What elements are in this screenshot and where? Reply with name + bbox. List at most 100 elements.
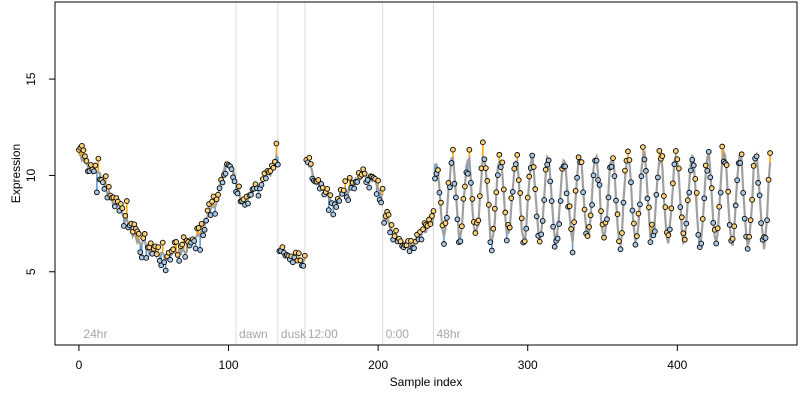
data-point [719, 143, 726, 150]
data-point [92, 162, 99, 169]
data-point [649, 221, 655, 228]
divider-label: 12:00 [308, 327, 338, 341]
data-point [484, 178, 491, 184]
data-point [83, 158, 90, 164]
data-point [153, 251, 160, 257]
data-point [147, 240, 154, 247]
data-point [659, 153, 666, 159]
data-point [611, 173, 618, 180]
data-point [346, 174, 353, 181]
data-point [666, 226, 673, 233]
data-point [295, 250, 302, 257]
data-point [684, 197, 691, 204]
data-point [631, 220, 637, 227]
data-point [301, 252, 308, 259]
data-point [672, 148, 679, 154]
data-point [228, 166, 235, 173]
data-point [454, 216, 461, 223]
data-point [481, 156, 488, 163]
x-tick-label: 200 [368, 358, 388, 372]
data-point [170, 246, 177, 253]
data-point [551, 243, 558, 250]
data-point [512, 161, 519, 168]
divider-label: dawn [239, 327, 268, 341]
data-point [601, 234, 607, 241]
data-point [442, 220, 449, 226]
data-point [460, 195, 467, 202]
data-point [453, 194, 459, 201]
data-point [681, 236, 688, 243]
data-point [201, 226, 208, 233]
data-point [275, 161, 281, 168]
data-point [518, 215, 525, 222]
data-point [375, 177, 381, 184]
data-point [741, 215, 748, 222]
data-point [698, 240, 705, 247]
data-point [747, 217, 754, 224]
data-point [635, 210, 642, 217]
data-point [496, 151, 503, 158]
data-point [482, 165, 489, 171]
data-point [596, 182, 603, 188]
data-point [203, 217, 209, 224]
data-point [640, 144, 646, 150]
data-point [161, 259, 168, 266]
data-point [586, 224, 592, 230]
data-points [76, 139, 773, 274]
data-point [222, 170, 229, 177]
data-point [391, 233, 398, 239]
data-point [762, 235, 769, 241]
data-point [198, 220, 205, 227]
data-point [541, 197, 548, 203]
data-point [568, 226, 574, 232]
data-point [689, 156, 696, 163]
data-point [753, 153, 760, 160]
data-point [468, 179, 474, 186]
data-point [590, 172, 597, 179]
data-point [637, 201, 643, 208]
data-point [644, 195, 651, 202]
data-point [436, 189, 443, 196]
data-point [662, 204, 669, 210]
data-point [548, 198, 555, 204]
data-point [477, 193, 483, 199]
data-point [345, 197, 352, 203]
data-point [632, 241, 639, 248]
data-point [101, 186, 108, 192]
data-point [119, 205, 126, 212]
data-point [103, 173, 109, 179]
data-point [542, 166, 549, 173]
data-point [556, 221, 562, 227]
data-point [327, 192, 334, 198]
data-point [530, 164, 537, 170]
data-point [500, 186, 507, 193]
data-point [714, 225, 721, 232]
data-point [767, 150, 773, 156]
data-point [307, 161, 314, 167]
data-point [695, 231, 702, 238]
data-point [749, 196, 755, 203]
data-point [616, 238, 622, 245]
data-point [593, 157, 600, 164]
data-point [704, 167, 711, 174]
data-point [135, 230, 142, 237]
data-point [702, 162, 709, 169]
data-point [216, 185, 223, 192]
data-point [574, 174, 580, 181]
plot-frame [54, 1, 798, 346]
data-point [491, 205, 498, 212]
data-point [598, 208, 604, 214]
divider-lines [235, 2, 434, 345]
data-point [629, 207, 636, 214]
data-point [710, 220, 717, 226]
y-axis: 5 10 15 [24, 72, 55, 275]
data-point [212, 211, 218, 217]
data-point [557, 198, 564, 204]
data-point [693, 190, 700, 196]
y-axis-title: Expression [9, 144, 23, 203]
data-point [508, 195, 515, 202]
data-point [270, 164, 277, 171]
data-point [273, 140, 280, 147]
data-point [245, 200, 251, 207]
data-point [523, 225, 530, 232]
